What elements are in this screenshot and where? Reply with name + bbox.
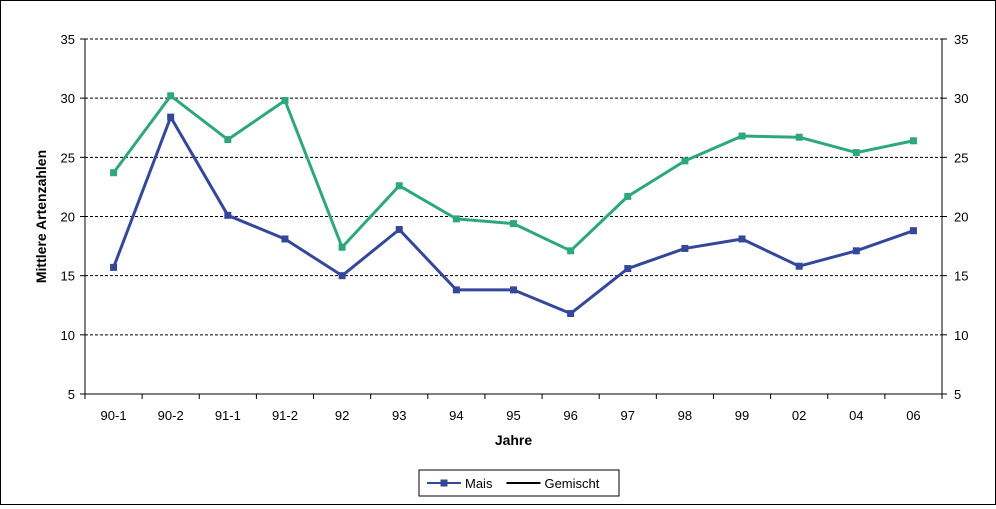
- data-point: [224, 136, 232, 144]
- x-tick-label: 97: [621, 408, 635, 423]
- x-tick-label: 95: [506, 408, 520, 423]
- data-point: [909, 137, 917, 145]
- data-point: [681, 157, 689, 165]
- y-tick-label: 5: [68, 387, 75, 402]
- x-tick-label: 94: [449, 408, 463, 423]
- x-tick-label: 91-2: [272, 408, 298, 423]
- data-point: [795, 133, 803, 141]
- x-tick-label: 90-2: [158, 408, 184, 423]
- x-tick-label: 93: [392, 408, 406, 423]
- y-tick-label: 25: [61, 150, 75, 165]
- data-point: [281, 97, 289, 105]
- data-point: [281, 235, 289, 243]
- y-tick-label-right: 25: [954, 150, 968, 165]
- y-tick-label-right: 30: [954, 91, 968, 106]
- data-point: [452, 215, 460, 223]
- y-tick-label-right: 15: [954, 269, 968, 284]
- data-point: [224, 211, 232, 219]
- data-point: [852, 247, 860, 255]
- series-line: [112, 115, 914, 316]
- legend: Mais Gemischt: [418, 469, 620, 497]
- x-tick-label: 02: [792, 408, 806, 423]
- series-layer: [110, 92, 917, 318]
- y-tick-label: 20: [61, 210, 75, 225]
- x-ticks: 90-1 90-2 91-1 91-2 92 93 94 95 96 97 98 99 02 04 06: [84, 394, 943, 423]
- data-point: [738, 235, 746, 243]
- data-point: [338, 243, 346, 251]
- y-tick-label-right: 10: [954, 328, 968, 343]
- y-tick-label: 10: [61, 328, 75, 343]
- x-tick-label: 04: [849, 408, 863, 423]
- y-ticks-right: 5 10 15 20 25 30 35: [942, 32, 968, 402]
- y-ticks-left: 5 10 15 20 25 30 35: [61, 32, 85, 402]
- y-tick-label-right: 20: [954, 210, 968, 225]
- x-tick-label: 06: [906, 408, 920, 423]
- data-point: [624, 265, 632, 273]
- series-line: [112, 94, 914, 253]
- x-tick-label: 91-1: [215, 408, 241, 423]
- data-point: [338, 272, 346, 280]
- legend-label: Mais: [465, 476, 493, 491]
- legend-label: Gemischt: [544, 476, 599, 491]
- data-point: [567, 247, 575, 255]
- data-point: [681, 244, 689, 252]
- data-point: [852, 149, 860, 157]
- data-point: [395, 182, 403, 190]
- data-point: [167, 113, 175, 121]
- x-tick-label: 98: [678, 408, 692, 423]
- y-tick-label: 30: [61, 91, 75, 106]
- data-point: [110, 263, 118, 271]
- data-point: [110, 169, 118, 177]
- data-point: [909, 227, 917, 235]
- y-tick-label-right: 35: [954, 32, 968, 47]
- data-point: [738, 132, 746, 140]
- y-axis-title: Mittlere Artenzahlen: [33, 150, 49, 283]
- data-point: [510, 220, 517, 228]
- data-point: [452, 286, 460, 294]
- data-point: [795, 262, 803, 270]
- y-tick-label: 35: [61, 32, 75, 47]
- x-tick-label: 92: [335, 408, 349, 423]
- data-point: [567, 310, 575, 318]
- y-tick-label: 15: [61, 269, 75, 284]
- x-axis-title: Jahre: [495, 432, 533, 448]
- data-point: [395, 226, 403, 234]
- y-tick-label-right: 5: [954, 387, 961, 402]
- x-tick-label: 96: [563, 408, 577, 423]
- x-tick-label: 90-1: [101, 408, 127, 423]
- legend-marker: [440, 479, 448, 487]
- data-point: [510, 286, 517, 294]
- data-point: [167, 92, 175, 100]
- axes: [84, 39, 943, 395]
- x-tick-label: 99: [735, 408, 749, 423]
- data-point: [624, 192, 632, 200]
